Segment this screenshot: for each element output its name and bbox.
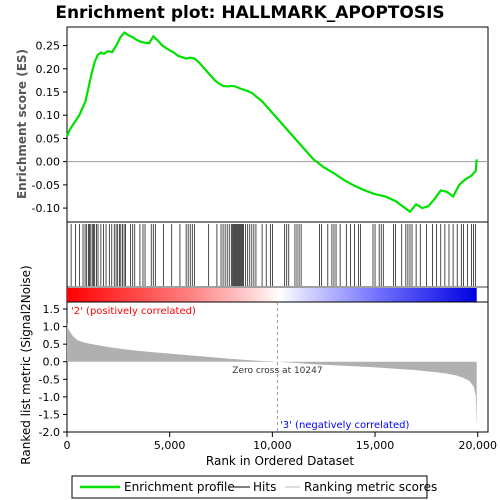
es-panel-frame [66,26,489,223]
es-y-tick-label: 0.00 [36,156,61,169]
metric-y-tick-label: 1.0 [43,321,61,334]
es-y-tick-label: 0.20 [36,63,61,76]
legend: Enrichment profile Hits Ranking metric s… [71,475,437,499]
legend-es-label: Enrichment profile [124,480,235,494]
metric-y-tick-label: -1.0 [39,391,60,404]
metric-y-tick-label: 0.0 [43,356,61,369]
x-tick-label: 20,000 [458,439,497,452]
x-tick-label: 15,000 [356,439,395,452]
es-y-tick-label: 0.10 [36,109,61,122]
hit-lines [66,224,477,286]
x-axis: 0 5,000 10,000 15,000 20,000 [64,432,497,452]
positive-correlation-label: '2' (positively correlated) [71,306,196,317]
rank-color-bar [67,288,477,302]
x-tick-label: 10,000 [253,439,292,452]
es-y-tick-label: 0.25 [36,40,61,53]
x-tick-label: 0 [64,439,71,452]
chart-title: Enrichment plot: HALLMARK_APOPTOSIS [55,3,444,23]
es-panel: 0.25 0.20 0.15 0.10 0.05 0.00 -0.05 -0.10 Enric… [15,26,489,223]
metric-y-tick-label: 0.5 [43,338,61,351]
metric-y-tick-label: -1.5 [39,408,60,421]
es-y-tick-label: -0.05 [32,179,60,192]
metric-y-tick-label: -0.5 [39,373,60,386]
es-y-tick-label: 0.05 [36,132,61,145]
es-y-axis-label: Enrichment score (ES) [15,49,29,199]
enrichment-profile-line [65,31,478,214]
metric-y-ticks: 1.5 1.0 0.5 0.0 -0.5 -1.0 -1.5 -2.0 [39,303,67,439]
metric-y-axis-label: Ranked list metric (Signal2Noise) [19,265,33,464]
negative-correlation-label: '3' (negatively correlated) [280,420,409,431]
es-y-tick-label: 0.15 [36,86,61,99]
legend-hits-label: Hits [253,480,276,494]
zero-cross-label: Zero cross at 10247 [232,366,322,376]
x-axis-label: Rank in Ordered Dataset [206,454,354,468]
legend-metric-label: Ranking metric scores [304,480,437,494]
es-y-tick-label: -0.10 [32,202,60,215]
metric-panel: 1.5 1.0 0.5 0.0 -0.5 -1.0 -1.5 -2.0 '2' (positi… [19,265,489,465]
es-y-ticks: 0.25 0.20 0.15 0.10 0.05 0.00 -0.05 -0.10 [32,40,67,215]
metric-y-tick-label: -2.0 [39,426,60,439]
metric-y-tick-label: 1.5 [43,303,61,316]
x-tick-label: 5,000 [154,439,186,452]
hits-panel [66,221,489,303]
